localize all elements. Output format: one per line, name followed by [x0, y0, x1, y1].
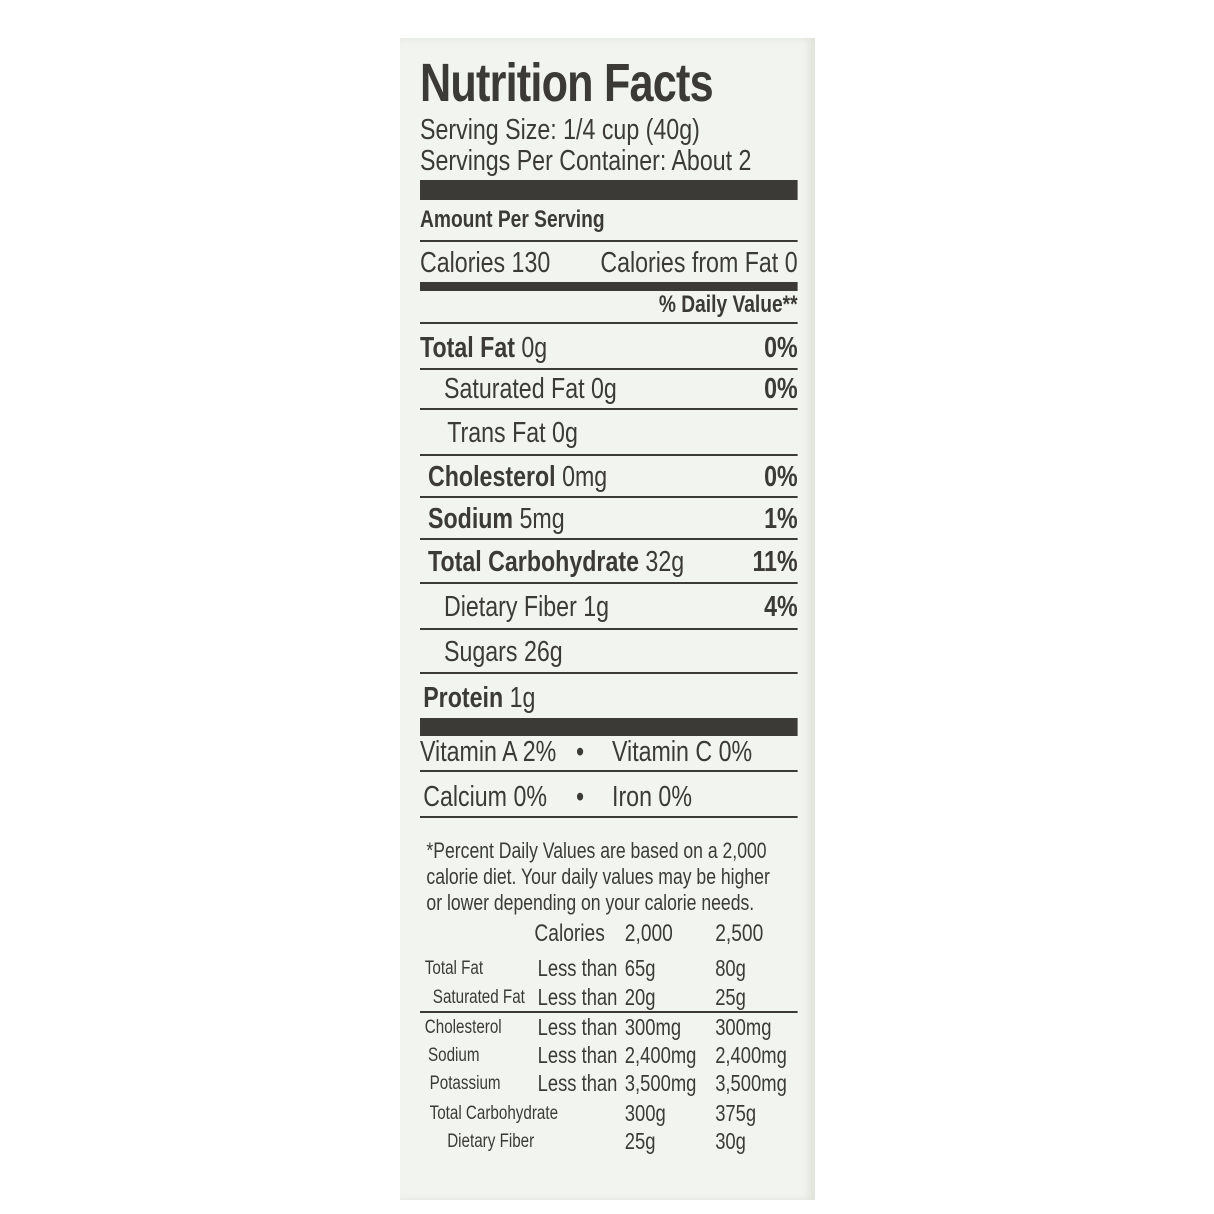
- nutrient-amount: 0g: [521, 331, 548, 364]
- footnote-line: calorie diet. Your daily values may be h…: [426, 864, 770, 889]
- nutrient-name: Total Carbohydrate: [428, 545, 639, 578]
- table-row-name: Cholesterol: [424, 1017, 502, 1038]
- calories-from-fat: Calories from Fat 0: [600, 246, 798, 279]
- table-row-name: Saturated Fat: [432, 987, 525, 1008]
- table-value: 20g: [624, 984, 656, 1010]
- table-value: 25g: [715, 984, 746, 1010]
- vitamin: Vitamin C 0%: [612, 735, 753, 768]
- rule: [420, 322, 798, 324]
- label-panel: [400, 38, 815, 1200]
- nutrient-name: Protein: [423, 681, 504, 714]
- nutrient-amount: 5mg: [519, 502, 565, 535]
- amount-per-serving: Amount Per Serving: [420, 206, 605, 233]
- vitamin: Calcium 0%: [423, 780, 547, 813]
- nutrient-dv: 0%: [764, 331, 798, 364]
- thick-rule: [420, 180, 798, 200]
- servings-per-container: Servings Per Container: About 2: [420, 145, 752, 177]
- nutrient-name: Total Fat: [420, 331, 515, 364]
- table-row-name: Dietary Fiber: [447, 1131, 535, 1152]
- table-value: 2,400mg: [715, 1042, 787, 1068]
- thick-rule: [420, 718, 798, 736]
- rule: [420, 1011, 798, 1013]
- nutrient-dv: 4%: [764, 590, 798, 623]
- nutrient-name: Sugars 26g: [444, 635, 563, 668]
- footnote-line: or lower depending on your calorie needs…: [426, 890, 755, 915]
- table-value: 300g: [624, 1100, 666, 1126]
- nutrient-dv: 11%: [752, 545, 798, 578]
- nutrient-dv: 0%: [764, 460, 798, 493]
- table-value: 300mg: [624, 1014, 682, 1040]
- table-qualifier: Less than: [537, 984, 618, 1010]
- nutrient-amount: 1g: [509, 681, 536, 714]
- table-row-name: Total Carbohydrate: [429, 1103, 559, 1124]
- title: Nutrition Facts: [420, 53, 714, 113]
- nutrient-name: Dietary Fiber 1g: [444, 590, 610, 623]
- table-value: 30g: [715, 1128, 746, 1154]
- medium-rule: [420, 282, 798, 291]
- table-row-name: Total Fat: [424, 958, 484, 979]
- nutrition-label: Nutrition Facts Serving Size: 1/4 cup (4…: [420, 0, 798, 1214]
- table-row-name: Potassium: [429, 1073, 501, 1094]
- nutrient-name: Trans Fat 0g: [447, 416, 578, 449]
- table-value: 300mg: [715, 1014, 772, 1040]
- table-qualifier: Less than: [537, 1014, 618, 1040]
- rule: [420, 240, 798, 242]
- footnote-line: *Percent Daily Values are based on a 2,0…: [426, 838, 767, 863]
- vitamin: Iron 0%: [612, 780, 692, 813]
- table-qualifier: Less than: [537, 955, 618, 981]
- table-value: 25g: [624, 1128, 656, 1154]
- nutrient-name: Cholesterol: [428, 460, 556, 493]
- nutrient-dv: 1%: [764, 502, 798, 535]
- footnote: *Percent Daily Values are based on a 2,0…: [420, 838, 804, 916]
- serving-size: Serving Size: 1/4 cup (40g): [420, 114, 700, 146]
- calories: Calories 130: [420, 246, 551, 279]
- table-row-name: Sodium: [428, 1045, 480, 1066]
- nutrient-amount: 0mg: [562, 460, 608, 493]
- table-value: 65g: [624, 955, 656, 981]
- daily-value-header: % Daily Value**: [658, 291, 798, 318]
- table-header: 2,500: [715, 920, 764, 947]
- table-header: 2,000: [624, 920, 673, 947]
- nutrient-name: Saturated Fat 0g: [444, 372, 617, 405]
- table-value: 2,400mg: [624, 1042, 697, 1068]
- table-qualifier: Less than: [537, 1070, 618, 1096]
- nutrient-amount: 32g: [645, 545, 685, 578]
- table-value: 3,500mg: [624, 1070, 697, 1096]
- table-value: 3,500mg: [715, 1070, 787, 1096]
- nutrient-dv: 0%: [764, 372, 798, 405]
- table-value: 375g: [715, 1100, 757, 1126]
- table-header: Calories: [534, 920, 605, 947]
- table-value: 80g: [715, 955, 746, 981]
- table-qualifier: Less than: [537, 1042, 618, 1068]
- nutrient-name: Sodium: [428, 502, 514, 535]
- vitamin: Vitamin A 2%: [420, 735, 557, 768]
